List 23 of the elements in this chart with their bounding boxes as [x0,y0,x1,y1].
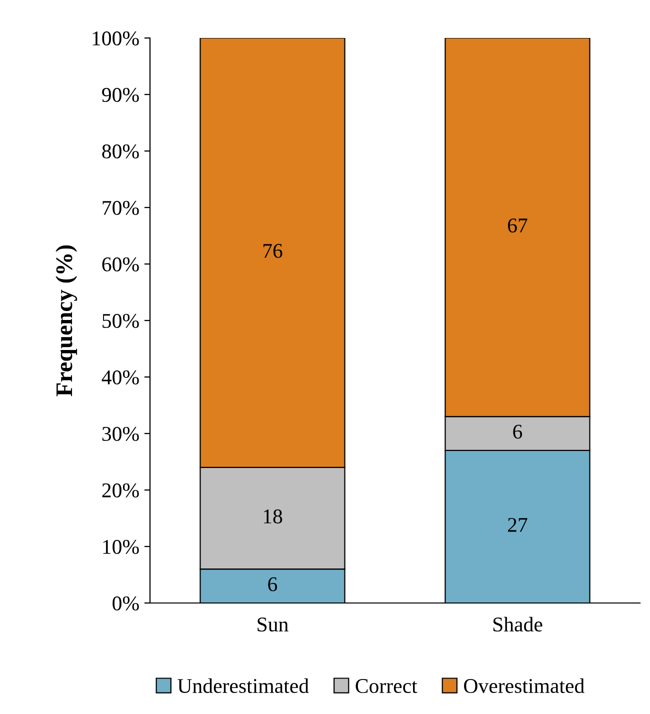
x-tick-label: Sun [258,618,288,632]
y-tick-label: 100% [92,31,139,46]
data-label: 18 [264,509,282,524]
y-axis-title: Frequency (%) [56,245,78,396]
y-tick-label: 80% [102,144,139,158]
data-label: 27 [508,518,528,532]
data-label: 6 [513,424,522,439]
legend-label: Correct [356,679,418,694]
y-tick-label: 30% [102,426,139,441]
y-tick-label: 10% [103,540,139,554]
y-tick-label: 50% [102,314,139,328]
x-tick-label: Shade [493,616,542,632]
y-tick-label: 20% [102,483,139,498]
data-label: 76 [263,244,282,258]
y-tick-label: 40% [102,370,139,384]
legend-label: Overestimated [464,678,584,694]
y-tick-label: 0% [112,596,139,610]
y-tick-label: 60% [102,257,139,272]
y-tick-label: 90% [102,88,139,102]
y-tick-label: 70% [102,200,139,215]
data-label: 6 [268,577,278,592]
data-label: 67 [508,218,528,232]
legend-label: Underestimated [178,678,309,694]
